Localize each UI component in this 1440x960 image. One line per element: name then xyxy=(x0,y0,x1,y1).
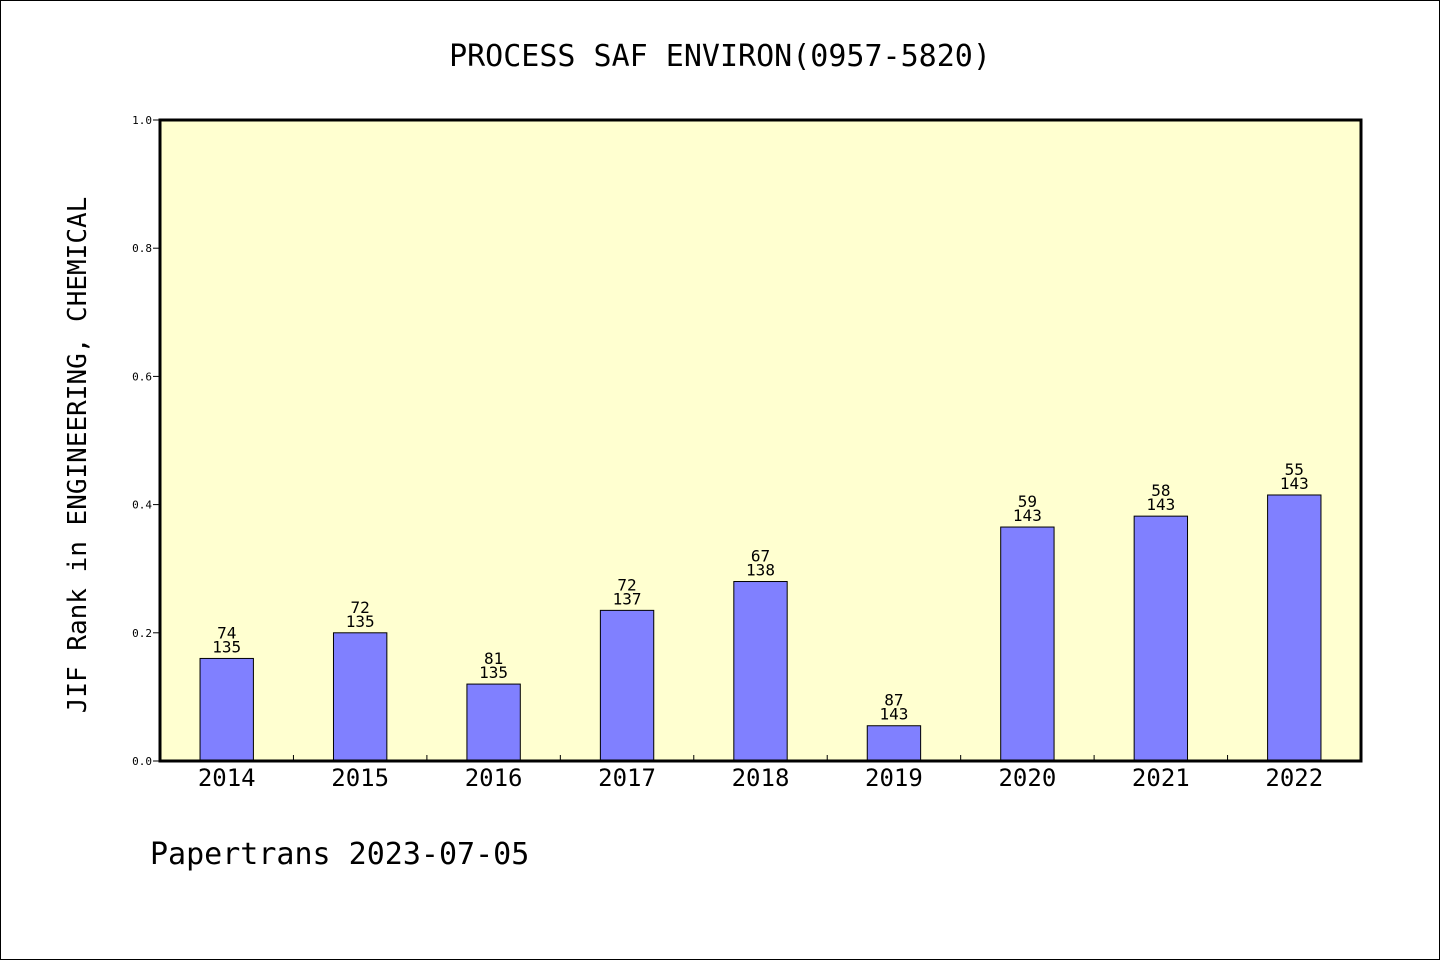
x-tick-label: 2014 xyxy=(198,764,256,792)
bar-2015 xyxy=(332,632,388,762)
bar-total-label: 135 xyxy=(212,637,241,656)
x-tick-label: 2016 xyxy=(465,764,523,792)
plot-frame xyxy=(158,118,1363,763)
bar-total-label: 135 xyxy=(479,663,508,682)
x-tick-label: 2017 xyxy=(598,764,656,792)
bar-total-label: 143 xyxy=(879,705,908,724)
y-tick-label: 0.6 xyxy=(132,370,152,383)
bar-total-label: 143 xyxy=(1013,506,1042,525)
bar-rank-label: 55 xyxy=(1285,460,1304,479)
bar-total-label: 135 xyxy=(346,612,375,631)
x-tick-label: 2018 xyxy=(732,764,790,792)
bar-2020 xyxy=(1000,526,1055,762)
y-tick-label: 0.4 xyxy=(132,499,152,512)
y-tick-label: 1.0 xyxy=(132,114,152,127)
bar-rank-label: 74 xyxy=(217,623,236,642)
bar-total-label: 138 xyxy=(746,561,775,580)
bar-rank-label: 72 xyxy=(351,598,370,617)
x-tick-label: 2022 xyxy=(1265,764,1323,792)
bar-rank-label: 87 xyxy=(884,691,903,710)
bar-rank-label: 59 xyxy=(1018,492,1037,511)
y-tick-label: 0.0 xyxy=(132,755,152,768)
x-tick-label: 2019 xyxy=(865,764,923,792)
x-tick-label: 2021 xyxy=(1132,764,1190,792)
axis-ticks-group: 0.0 0.2 0.4 0.6 0.8 1.0 2014 2015 2016 2017 2018 20… xyxy=(132,114,1323,792)
x-tick-label: 2020 xyxy=(998,764,1056,792)
bar-2021 xyxy=(1133,515,1189,762)
bar-rank-label: 58 xyxy=(1151,481,1170,500)
bar-rank-label: 81 xyxy=(484,649,503,668)
x-tick-label: 2015 xyxy=(331,764,389,792)
bar-2014 xyxy=(199,657,254,762)
bar-total-label: 143 xyxy=(1280,474,1309,493)
y-tick-label: 0.2 xyxy=(132,627,152,640)
bar-2019 xyxy=(866,725,922,762)
footer-credit: Papertrans 2023-07-05 xyxy=(150,837,529,872)
bar-2017 xyxy=(599,609,655,762)
bars-group: 7413572135811357213767138871435914358143… xyxy=(199,460,1322,762)
bar-2022 xyxy=(1267,494,1322,762)
bar-total-label: 137 xyxy=(613,589,642,608)
y-tick-label: 0.8 xyxy=(132,242,152,255)
bar-total-label: 143 xyxy=(1146,495,1175,514)
chart-title: PROCESS SAF ENVIRON(0957-5820) xyxy=(449,39,991,74)
bar-2016 xyxy=(466,683,521,762)
bar-2018 xyxy=(733,581,788,762)
bar-rank-label: 67 xyxy=(751,547,770,566)
bar-rank-label: 72 xyxy=(617,575,636,594)
y-axis-label: JIF Rank in ENGINEERING, CHEMICAL xyxy=(63,197,93,714)
